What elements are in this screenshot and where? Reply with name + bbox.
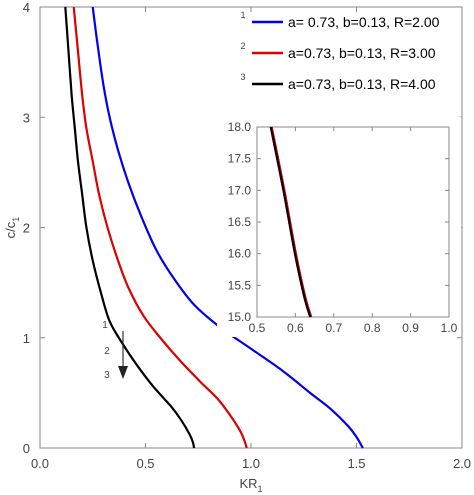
inset-x-tick-label: 0.7 (325, 321, 342, 335)
main-plot: 0.0 0.5 1.0 1.5 2.0 0 1 2 3 4 KR1 c/c1 (3, 0, 471, 494)
inset-plot: 0.5 0.6 0.7 0.8 0.9 1.0 15.0 15.5 16.0 16.5 17.0 17… (217, 117, 461, 337)
y-axis-title: c/c1 (3, 217, 21, 239)
series-line-1 (91, 6, 364, 449)
y-tick-label: 0 (23, 441, 30, 456)
x-tick-label: 1.0 (242, 456, 260, 471)
inset-y-tick-label: 15.0 (228, 310, 252, 324)
inset-y-tick-label: 15.5 (228, 278, 252, 292)
curve-order-annotation: 1 2 3 (102, 320, 128, 381)
inset-x-tick-label: 0.8 (364, 321, 381, 335)
inset-y-tick-label: 17.0 (228, 183, 252, 197)
y-tick-label: 4 (23, 0, 30, 15)
x-tick-label: 2.0 (453, 456, 471, 471)
legend-index: 3 (240, 72, 245, 82)
annotation-label: 1 (102, 320, 108, 331)
inset-y-tick-label: 17.5 (228, 152, 252, 166)
inset-ticks: 0.5 0.6 0.7 0.8 0.9 1.0 15.0 15.5 16.0 16.5 17.0 17… (228, 120, 458, 335)
legend: 1 a= 0.73, b=0.13, R=2.00 2 a=0.73, b=0.13,… (240, 10, 439, 92)
inset-y-tick-label: 18.0 (228, 120, 252, 134)
legend-index: 1 (240, 10, 245, 20)
annotation-label: 2 (104, 346, 110, 357)
inset-series (269, 126, 313, 318)
y-tick-label: 1 (23, 331, 30, 346)
inset-x-tick-label: 0.6 (287, 321, 304, 335)
legend-index: 2 (240, 41, 245, 51)
series-line-2 (72, 6, 248, 449)
inset-x-tick-label: 0.9 (402, 321, 419, 335)
x-axis-title: KR1 (239, 476, 262, 494)
inset-x-tick-label: 0.5 (249, 321, 266, 335)
x-tick-label: 1.5 (347, 456, 365, 471)
main-series (64, 6, 364, 449)
legend-label-2: a=0.73, b=0.13, R=3.00 (288, 45, 436, 61)
x-tick-label: 0.5 (136, 456, 154, 471)
legend-label-3: a=0.73, b=0.13, R=4.00 (288, 76, 436, 92)
y-tick-label: 2 (23, 221, 30, 236)
y-tick-label: 3 (23, 110, 30, 125)
x-tick-label: 0.0 (31, 456, 49, 471)
inset-background (217, 117, 461, 337)
annotation-arrow-head (118, 366, 128, 379)
inset-y-tick-label: 16.5 (228, 215, 252, 229)
main-ticks: 0.0 0.5 1.0 1.5 2.0 0 1 2 3 4 (23, 0, 471, 471)
series-line-3 (64, 6, 196, 449)
inset-black-line (269, 126, 312, 318)
inset-y-tick-label: 16.0 (228, 247, 252, 261)
legend-label-1: a= 0.73, b=0.13, R=2.00 (288, 14, 440, 30)
inset-x-tick-label: 1.0 (441, 321, 458, 335)
annotation-label: 3 (104, 370, 110, 381)
